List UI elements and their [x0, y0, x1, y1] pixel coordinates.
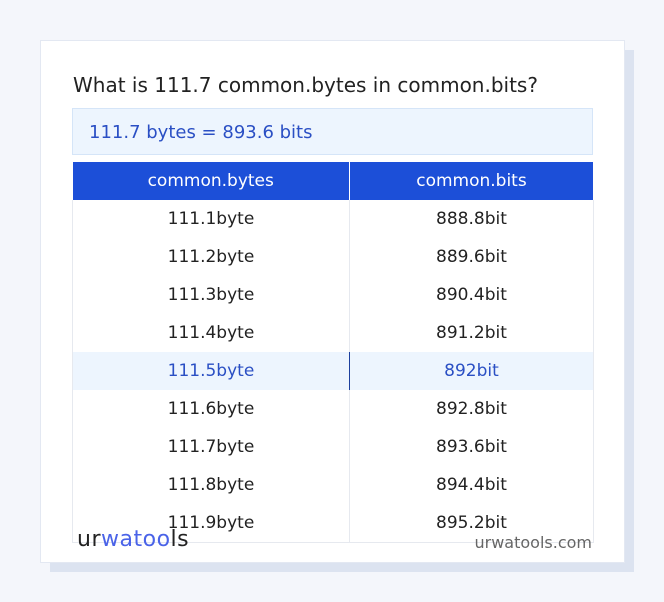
conversion-table: common.bytes common.bits 111.1byte 888.8b… [72, 162, 595, 543]
table-row: 111.4byte 891.2bit [72, 314, 595, 352]
result-box: 111.7 bytes = 893.6 bits [72, 108, 593, 155]
table-row: 111.1byte 888.8bit [72, 200, 595, 238]
table-row: 111.3byte 890.4bit [72, 276, 595, 314]
bytes-cell: 111.5byte [72, 352, 350, 390]
bits-cell: 894.4bit [348, 466, 595, 504]
table-header: common.bytes common.bits [72, 162, 595, 200]
bits-cell: 895.2bit [348, 504, 595, 543]
bits-cell: 893.6bit [348, 428, 595, 466]
site-link[interactable]: urwatools.com [474, 533, 593, 552]
bytes-cell: 111.2byte [72, 238, 350, 276]
bits-cell: 891.2bit [348, 314, 595, 352]
table-row: 111.8byte 894.4bit [72, 466, 595, 504]
bytes-cell: 111.4byte [72, 314, 350, 352]
table-row: 111.9byte 895.2bit [72, 504, 595, 543]
table-row: 111.5byte 892bit [72, 352, 595, 390]
header-bytes: common.bytes [72, 162, 350, 200]
bits-cell: 892.8bit [348, 390, 595, 428]
converter-card: What is 111.7 common.bytes in common.bit… [40, 40, 625, 563]
bytes-cell: 111.3byte [72, 276, 350, 314]
bits-cell: 888.8bit [348, 200, 595, 238]
bytes-cell: 111.1byte [72, 200, 350, 238]
bytes-cell: 111.9byte [72, 504, 350, 543]
header-bits: common.bits [349, 162, 595, 200]
table-row: 111.7byte 893.6bit [72, 428, 595, 466]
bytes-cell: 111.6byte [72, 390, 350, 428]
page-title: What is 111.7 common.bytes in common.bit… [73, 73, 538, 97]
urwatools-logo: urwatools [77, 527, 190, 552]
table-row: 111.2byte 889.6bit [72, 238, 595, 276]
bytes-cell: 111.8byte [72, 466, 350, 504]
bits-cell: 890.4bit [348, 276, 595, 314]
bits-cell: 892bit [348, 352, 595, 390]
table-row: 111.6byte 892.8bit [72, 390, 595, 428]
bytes-cell: 111.7byte [72, 428, 350, 466]
bits-cell: 889.6bit [348, 238, 595, 276]
